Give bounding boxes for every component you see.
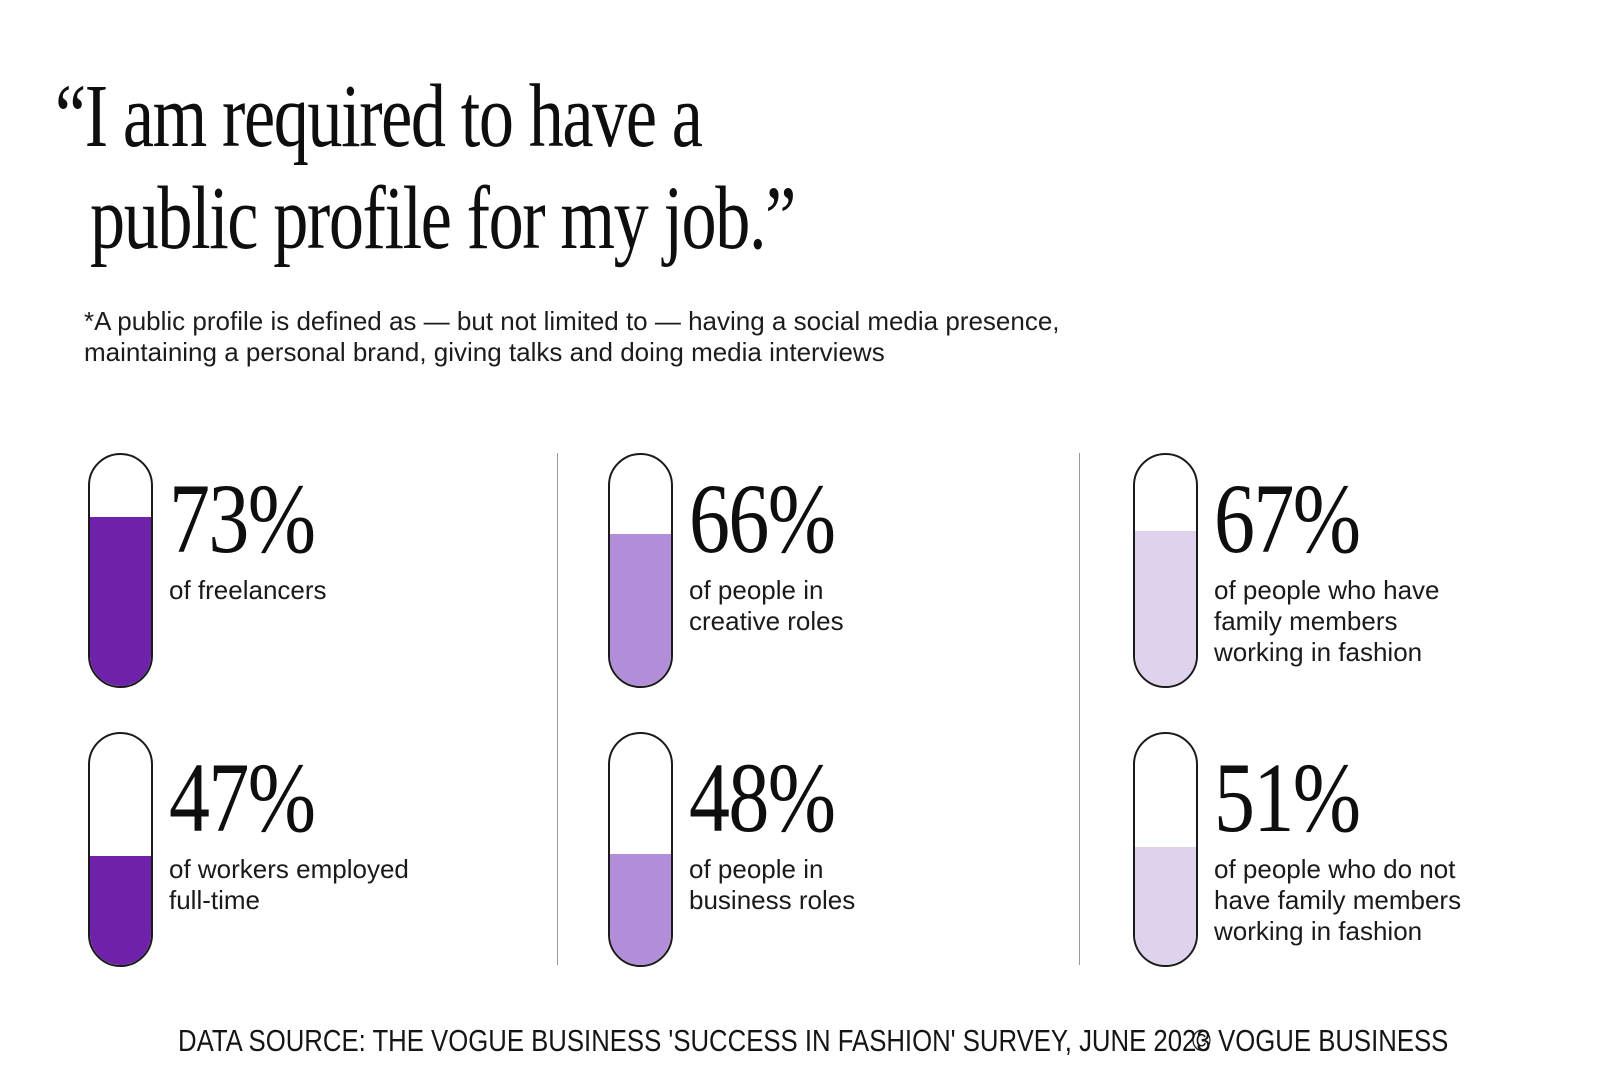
stat-label: of people in business roles [689, 854, 856, 915]
gauge-pill [1133, 732, 1198, 967]
stat-card-full-time-workers: 47% of workers employed full-time [88, 732, 439, 967]
stat-label: of freelancers [169, 575, 327, 605]
gauge-fill [1135, 847, 1196, 965]
stat-value: 67% [1214, 463, 1361, 574]
stat-value: 51% [1214, 742, 1361, 853]
gauge-pill [608, 453, 673, 688]
gauge-fill [610, 533, 671, 686]
column-divider [557, 453, 558, 965]
gauge-fill [90, 856, 151, 965]
gauge-fill [610, 854, 671, 965]
stat-card-creative-roles: 66% of people in creative roles [608, 453, 889, 688]
stat-card-freelancers: 73% of freelancers [88, 453, 439, 688]
stat-card-family-in-fashion: 67% of people who have family members wo… [1133, 453, 1464, 688]
copyright-note: © VOGUE BUSINESS [1192, 1023, 1449, 1058]
stat-label: of workers employed full-time [169, 854, 409, 915]
stat-value: 73% [169, 463, 316, 574]
gauge-pill [88, 732, 153, 967]
gauge-pill [608, 732, 673, 967]
quote-line-1: “I am required to have a [55, 67, 703, 166]
footnote-line-1: *A public profile is defined as — but no… [84, 306, 1060, 336]
stat-value: 66% [689, 463, 836, 574]
footnote: *A public profile is defined as — but no… [84, 306, 1060, 368]
gauge-fill [90, 517, 151, 686]
quote-line-2: public profile for my job.” [90, 169, 796, 268]
stat-card-business-roles: 48% of people in business roles [608, 732, 889, 967]
column-divider [1079, 453, 1080, 965]
stat-value: 47% [169, 742, 316, 853]
stat-label: of people who have family members workin… [1214, 575, 1440, 667]
gauge-pill [88, 453, 153, 688]
stat-label: of people in creative roles [689, 575, 844, 636]
gauge-pill [1133, 453, 1198, 688]
page-title: “I am required to have a public profile … [55, 66, 994, 270]
stat-label: of people who do not have family members… [1214, 854, 1462, 946]
stat-value: 48% [689, 742, 836, 853]
gauge-fill [1135, 531, 1196, 686]
data-source-note: DATA SOURCE: THE VOGUE BUSINESS 'SUCCESS… [178, 1023, 1211, 1058]
stat-card-no-family-in-fashion: 51% of people who do not have family mem… [1133, 732, 1474, 967]
footnote-line-2: maintaining a personal brand, giving tal… [84, 337, 885, 367]
